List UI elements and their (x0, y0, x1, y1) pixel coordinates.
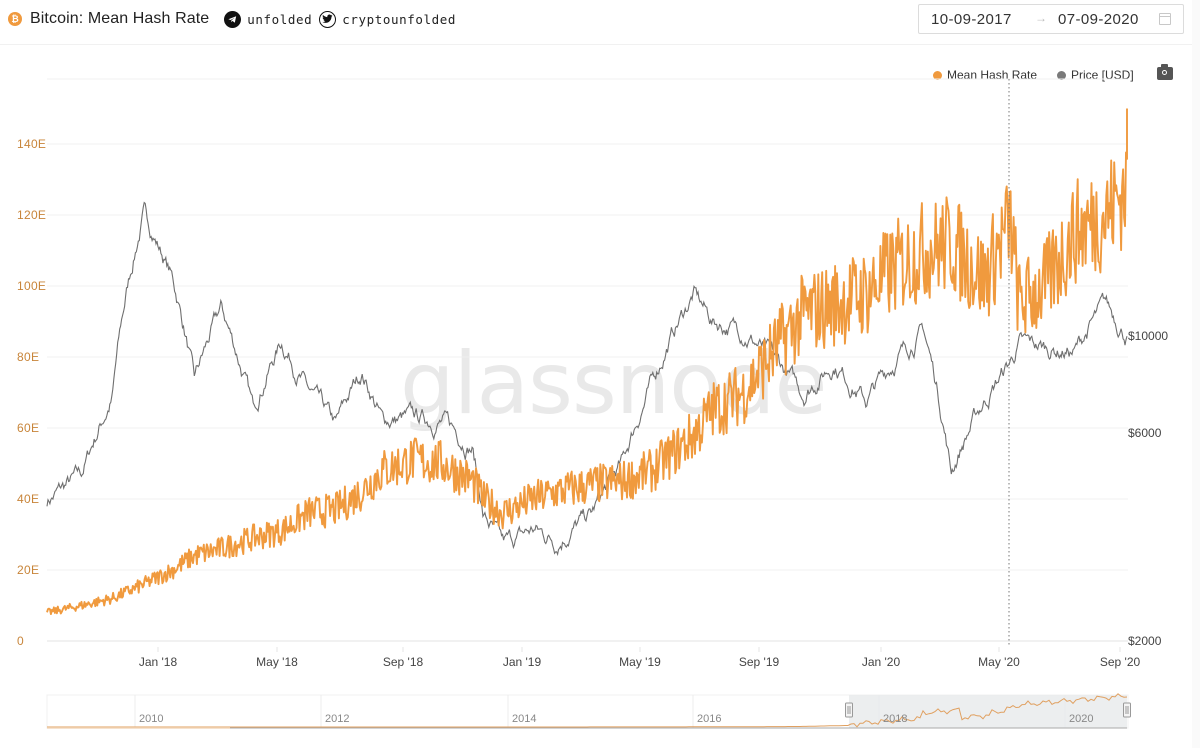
header: ₿ Bitcoin: Mean Hash Rate unfolded crypt… (0, 0, 1200, 40)
navigator-year-label: 2012 (325, 713, 350, 725)
x-tick-label: May '19 (619, 655, 661, 669)
y-tick-label: 40E (17, 492, 40, 506)
navigator-year-label: 2010 (139, 713, 164, 725)
x-tick-label: Sep '19 (738, 655, 780, 669)
twitter-icon (319, 10, 337, 28)
x-tick-label: Jan '18 (138, 655, 178, 669)
date-start-input[interactable]: 10-09-2017 (931, 11, 1012, 28)
hash-rate-line (46, 108, 1128, 616)
legend-dot-icon (933, 70, 942, 80)
scrollbar-track (1192, 0, 1200, 748)
y-right-tick-label: $6000 (1128, 426, 1162, 441)
navigator-year-label: 2020 (1069, 713, 1094, 725)
twitter-link[interactable]: cryptounfolded (319, 10, 457, 28)
y-tick-label: 120E (17, 208, 47, 222)
navigator-handle-left[interactable] (845, 702, 853, 718)
navigator-year-label: 2014 (512, 713, 537, 725)
twitter-label: cryptounfolded (342, 11, 457, 27)
date-end-input[interactable]: 07-09-2020 (1058, 11, 1139, 28)
navigator-selection[interactable] (849, 695, 1127, 728)
legend-dot-icon (1057, 70, 1066, 80)
y-right-tick-label: $2000 (1128, 634, 1162, 648)
y-tick-label: 0 (17, 634, 24, 648)
x-tick-label: Sep '18 (382, 655, 424, 669)
date-range-picker[interactable]: 10-09-2017 → 07-09-2020 (918, 4, 1184, 34)
y-tick-label: 20E (17, 563, 40, 577)
navigator-year-label: 2016 (697, 713, 722, 725)
y-right-tick-label: $10000 (1128, 329, 1169, 344)
bitcoin-icon: ₿ (8, 12, 22, 26)
header-divider (0, 44, 1200, 45)
navigator-handle-right[interactable] (1123, 702, 1131, 718)
y-tick-label: 140E (17, 137, 47, 151)
telegram-icon (224, 10, 242, 28)
y-tick-label: 60E (17, 421, 40, 435)
navigator-series (47, 693, 1128, 728)
title-bar: ₿ Bitcoin: Mean Hash Rate unfolded crypt… (8, 8, 456, 30)
telegram-label: unfolded (247, 11, 313, 27)
arrow-right-icon: → (1035, 11, 1047, 25)
x-tick-label: May '20 (978, 655, 1020, 669)
page-title: Bitcoin: Mean Hash Rate (30, 10, 210, 27)
y-tick-label: 80E (17, 350, 40, 364)
price-line (46, 201, 1128, 557)
y-tick-label: 100E (17, 279, 47, 293)
x-tick-label: Sep '20 (1099, 655, 1141, 669)
x-tick-label: Jan '19 (502, 655, 542, 669)
x-tick-label: May '18 (256, 655, 298, 669)
calendar-icon[interactable] (1159, 13, 1171, 25)
x-tick-label: Jan '20 (861, 655, 901, 669)
telegram-link[interactable]: unfolded (224, 10, 313, 28)
camera-icon[interactable] (1157, 64, 1173, 80)
navigator-year-label: 2018 (883, 713, 908, 725)
